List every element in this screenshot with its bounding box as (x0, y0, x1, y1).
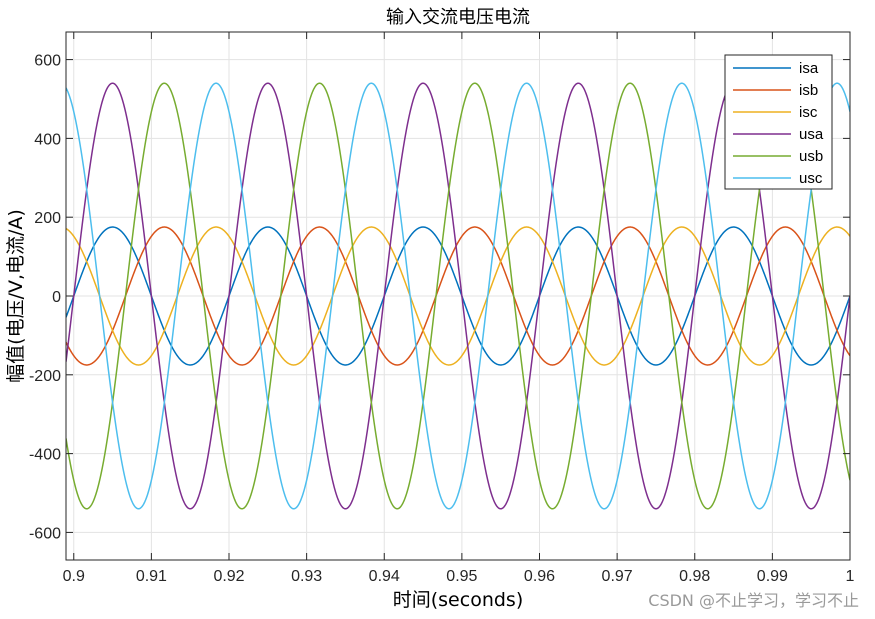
y-axis: -600 -400 -200 0 200 400 600 (29, 53, 850, 542)
y-tick-label: -200 (29, 368, 61, 385)
legend-label-isc: isc (799, 104, 818, 121)
x-tick-label: 1 (846, 568, 855, 585)
y-tick-label: 600 (34, 53, 61, 70)
x-tick-label: 0.91 (136, 568, 167, 585)
y-tick-label: 0 (52, 289, 61, 306)
series-line-isc (66, 226, 850, 366)
series-line-usb (66, 82, 850, 510)
series-line-isb (66, 226, 850, 366)
legend: isa isb isc usa usb usc (724, 54, 833, 190)
legend-label-isb: isb (799, 82, 818, 99)
series-line-usa (66, 82, 850, 510)
series-line-isa (66, 226, 850, 366)
x-tick-label: 0.95 (446, 568, 477, 585)
x-tick-label: 0.93 (291, 568, 322, 585)
x-axis: 0.9 0.91 0.92 0.93 0.94 0.95 0.96 0.97 0.98 0.99 1 (63, 32, 855, 585)
x-tick-label: 0.98 (679, 568, 710, 585)
legend-label-usb: usb (799, 148, 823, 165)
x-tick-label: 0.94 (369, 568, 400, 585)
legend-box (724, 54, 833, 190)
legend-label-isa: isa (799, 60, 819, 77)
x-axis-label: 时间(seconds) (393, 589, 524, 611)
series-line-usc (66, 82, 850, 510)
series-lines (66, 82, 850, 510)
y-axis-label: 幅值(电压/V,电流/A) (5, 209, 27, 383)
x-tick-label: 0.99 (757, 568, 788, 585)
x-tick-label: 0.92 (213, 568, 244, 585)
y-tick-label: -400 (29, 447, 61, 464)
y-tick-label: -600 (29, 525, 61, 542)
y-tick-label: 400 (34, 131, 61, 148)
watermark: CSDN @不止学习，学习不止 (648, 591, 859, 610)
legend-label-usa: usa (799, 126, 824, 143)
x-tick-label: 0.9 (63, 568, 85, 585)
chart-title: 输入交流电压电流 (386, 7, 530, 28)
y-tick-label: 200 (34, 210, 61, 227)
legend-label-usc: usc (799, 170, 823, 187)
x-tick-label: 0.96 (524, 568, 555, 585)
x-tick-label: 0.97 (602, 568, 633, 585)
